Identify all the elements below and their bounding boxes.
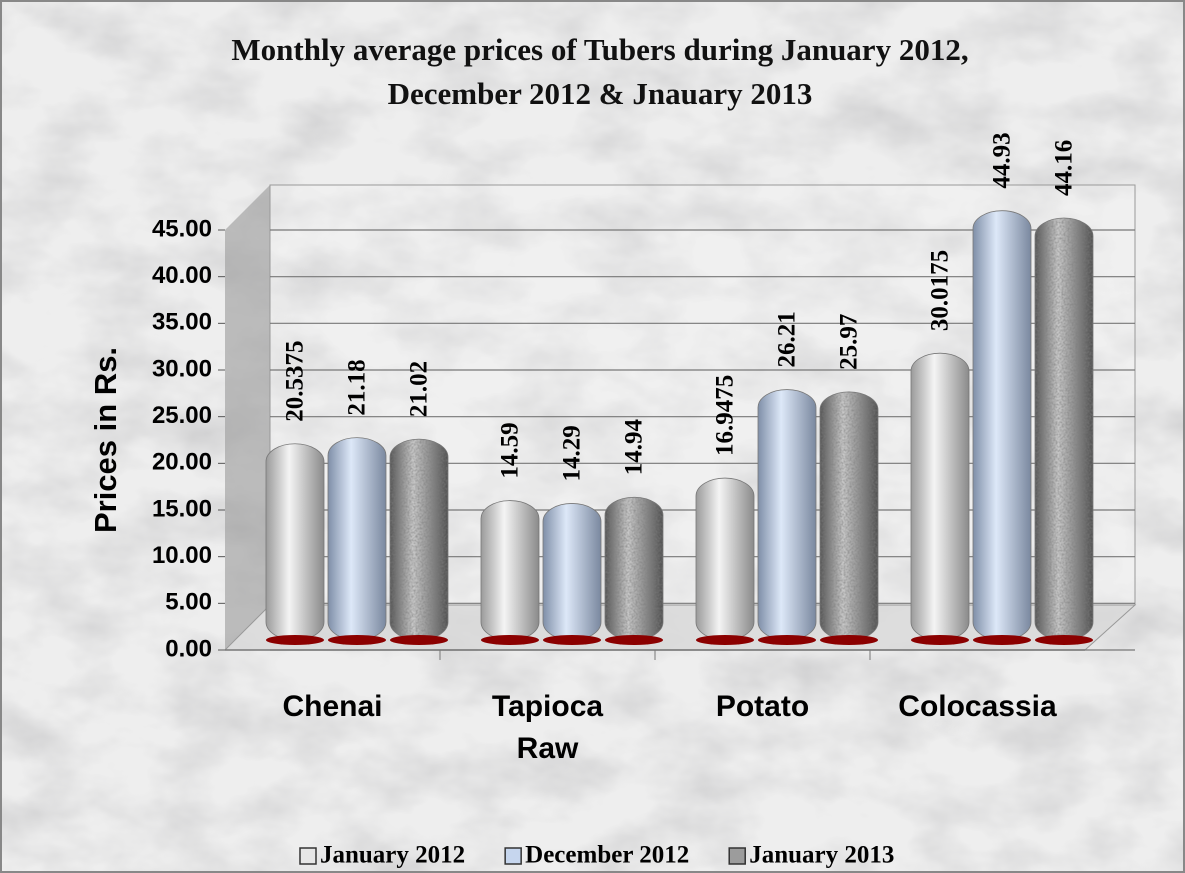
x-tick-label: Colocassia — [898, 690, 1057, 723]
y-tick-label: 0.00 — [165, 635, 212, 662]
legend-swatch — [504, 847, 522, 865]
bar-base — [973, 635, 1031, 645]
y-axis-label: Prices in Rs. — [88, 347, 123, 533]
value-label: 14.94 — [621, 418, 648, 475]
bar — [480, 500, 540, 641]
bar — [265, 443, 325, 641]
value-label: 44.93 — [989, 132, 1016, 188]
y-tick-label: 45.00 — [152, 215, 212, 242]
bar-base — [911, 635, 969, 645]
legend-swatch — [299, 847, 317, 865]
bar-base — [820, 635, 878, 645]
bar — [757, 389, 817, 641]
y-tick-label: 40.00 — [152, 262, 212, 289]
legend-label: January 2013 — [749, 842, 894, 869]
value-label: 20.5375 — [282, 341, 309, 422]
bar-base — [1035, 635, 1093, 645]
bar — [695, 477, 755, 641]
value-label: 21.18 — [344, 359, 371, 415]
bar-base — [481, 635, 539, 645]
legend-label: January 2012 — [320, 842, 465, 869]
y-tick-label: 5.00 — [165, 589, 212, 616]
value-label: 14.29 — [559, 425, 586, 481]
value-label: 26.21 — [774, 311, 801, 367]
value-label: 14.59 — [497, 422, 524, 478]
bar-base — [390, 635, 448, 645]
x-tick-label: Tapioca Raw — [491, 690, 604, 765]
value-label: 16.9475 — [712, 375, 739, 456]
value-label: 30.0175 — [927, 250, 954, 331]
bar-base — [328, 635, 386, 645]
value-label: 25.97 — [836, 314, 863, 370]
y-tick-label: 15.00 — [152, 495, 212, 522]
bar-base — [266, 635, 324, 645]
y-tick-label: 25.00 — [152, 402, 212, 429]
legend-label: December 2012 — [525, 842, 689, 869]
chart-title: Monthly average prices of Tubers during … — [231, 32, 969, 111]
bar — [327, 437, 387, 641]
value-label: 44.16 — [1051, 140, 1078, 196]
y-tick-label: 10.00 — [152, 542, 212, 569]
x-tick-label: Chenai — [282, 690, 383, 723]
bar — [542, 503, 602, 641]
y-tick-label: 20.00 — [152, 449, 212, 476]
side-wall — [225, 185, 270, 650]
bar-texture — [605, 497, 663, 640]
y-tick-label: 30.00 — [152, 355, 212, 382]
value-label: 21.02 — [406, 361, 433, 417]
x-tick-label: Potato — [715, 690, 810, 723]
bar — [972, 210, 1032, 641]
y-tick-label: 35.00 — [152, 309, 212, 336]
bar — [910, 352, 970, 641]
bar-texture — [820, 391, 878, 640]
bar-texture — [390, 439, 448, 640]
bar-texture — [1035, 218, 1093, 640]
bar-base — [605, 635, 663, 645]
bar-base — [543, 635, 601, 645]
bar-base — [696, 635, 754, 645]
legend-swatch — [728, 847, 746, 865]
bar-base — [758, 635, 816, 645]
